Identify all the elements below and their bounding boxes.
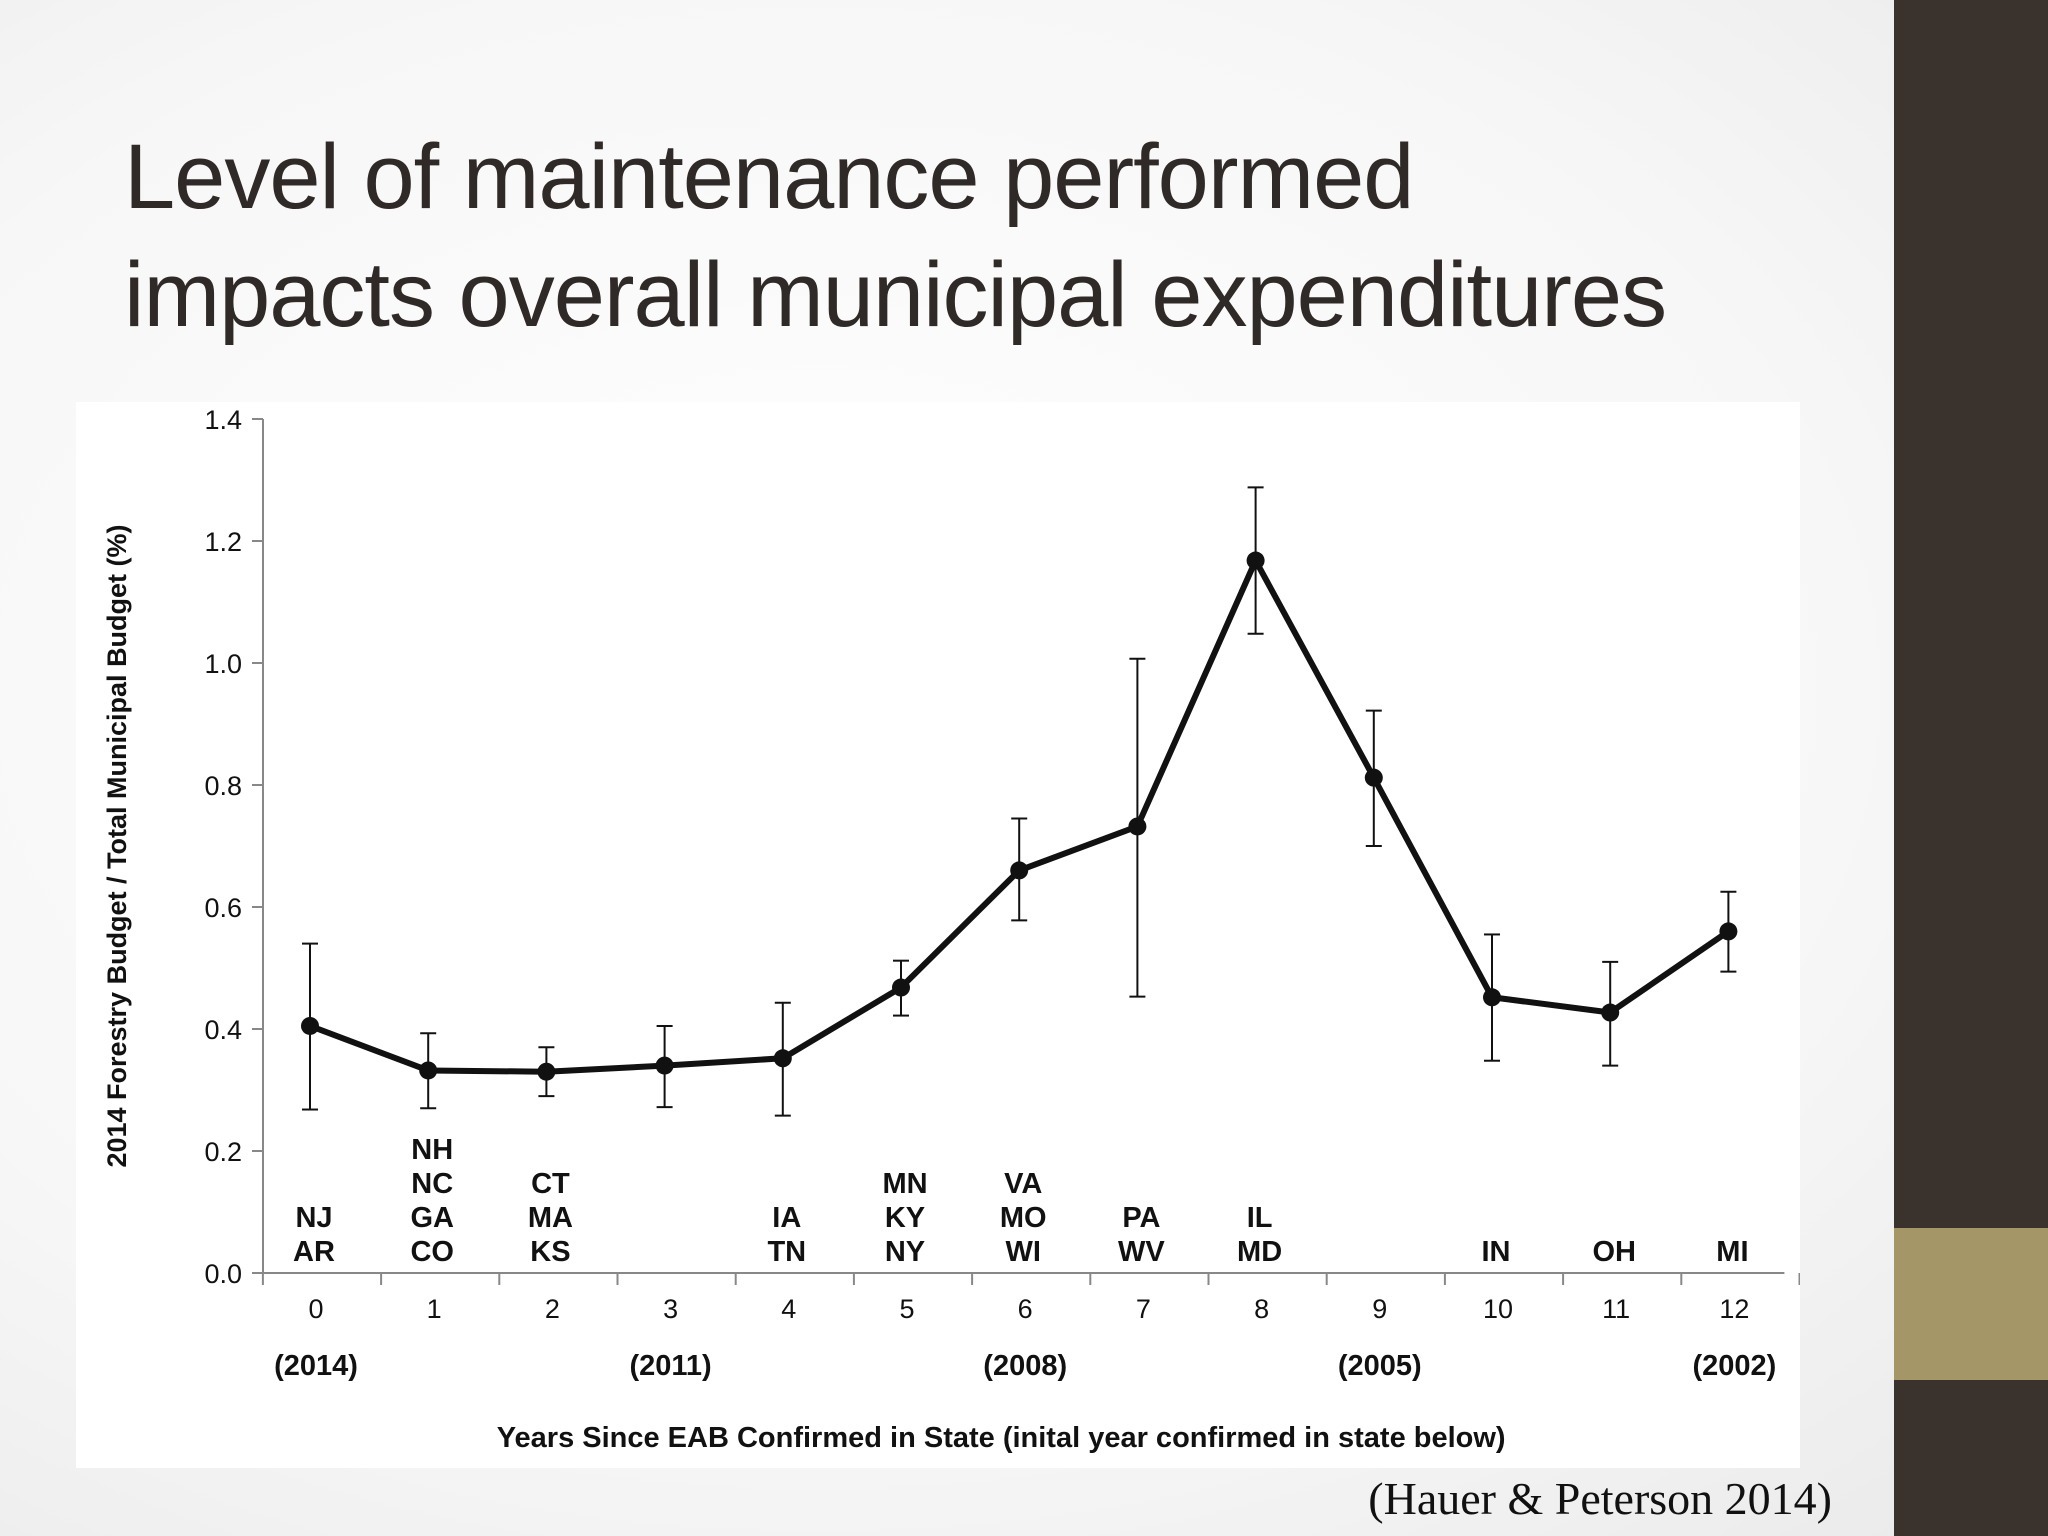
y-tick-label: 0.6: [204, 893, 242, 923]
state-label: MO: [1000, 1202, 1047, 1234]
data-point: [892, 978, 910, 997]
state-label: NC: [411, 1168, 453, 1200]
data-point: [419, 1061, 438, 1080]
state-label: IL: [1247, 1202, 1273, 1234]
x-tick-label: 0: [308, 1294, 323, 1324]
data-point: [1128, 817, 1147, 836]
state-label: KS: [530, 1236, 570, 1268]
state-label: KY: [885, 1202, 925, 1234]
x-tick-label: 2: [545, 1294, 560, 1324]
chart-panel: 0.0 0.2 0.4 0.6 0.8 1.0 1.2 1.4 0 1 2 3 4 5 6 7 8 9 10 11 12…: [76, 402, 1801, 1468]
slide-title-line-1: Level of maintenance performed: [124, 126, 1414, 228]
data-point: [1010, 861, 1029, 880]
y-axis-title: 2014 Forestry Budget / Total Municipal B…: [102, 524, 132, 1167]
data-point: [1719, 922, 1738, 941]
state-label: NY: [885, 1236, 925, 1268]
x-tick-label: 12: [1719, 1294, 1749, 1324]
x-tick-label: 4: [781, 1294, 796, 1324]
state-label: WI: [1005, 1236, 1040, 1268]
state-label: MA: [528, 1202, 573, 1234]
citation: (Hauer & Peterson 2014): [1368, 1473, 1832, 1524]
state-label: CO: [410, 1236, 454, 1268]
x-tick-label: 10: [1483, 1294, 1513, 1324]
year-label: (2011): [629, 1350, 711, 1382]
year-label: (2014): [274, 1350, 358, 1382]
state-label: GA: [410, 1202, 454, 1234]
slide-title-line-2: impacts overall municipal expenditures: [124, 244, 1667, 346]
data-point: [1483, 988, 1501, 1007]
x-tick-label: 5: [899, 1294, 914, 1324]
slide-title: Level of maintenance performed impacts o…: [124, 118, 1864, 354]
y-tick-label: 1.2: [204, 527, 242, 557]
state-label: OH: [1592, 1236, 1636, 1268]
x-tick-label: 6: [1018, 1294, 1033, 1324]
state-label: IA: [772, 1202, 801, 1234]
data-point: [1364, 768, 1383, 787]
data-point: [1246, 551, 1265, 570]
y-tick-label: 0.2: [204, 1137, 242, 1167]
y-tick-label: 0.4: [204, 1015, 242, 1045]
year-label: (2002): [1692, 1350, 1776, 1382]
data-point: [773, 1049, 792, 1068]
state-label: MN: [882, 1168, 927, 1200]
line-chart: 0.00.20.40.60.81.01.21.40 1 2 3 4 5 6 7 8 9 10 11 12…: [102, 405, 1801, 1454]
data-point: [537, 1062, 556, 1081]
state-label: PA: [1122, 1202, 1160, 1234]
data-point: [301, 1016, 319, 1035]
state-label: MI: [1716, 1236, 1748, 1268]
year-label: (2008): [983, 1350, 1067, 1382]
state-label: MD: [1237, 1236, 1282, 1268]
state-label: IN: [1482, 1236, 1511, 1268]
x-tick-label: 9: [1372, 1294, 1387, 1324]
x-tick-label: 8: [1254, 1294, 1269, 1324]
y-tick-label: 0.0: [204, 1259, 242, 1289]
state-label: NJ: [295, 1202, 332, 1234]
data-point: [655, 1056, 674, 1075]
state-label: CT: [531, 1168, 570, 1200]
x-tick-label: 11: [1602, 1294, 1630, 1324]
y-tick-label: 1.0: [204, 649, 242, 679]
data-point: [1601, 1003, 1620, 1022]
state-label: NH: [411, 1134, 453, 1166]
series-line: [308, 557, 1731, 1075]
x-axis-title: Years Since EAB Confirmed in State (init…: [497, 1422, 1506, 1454]
x-tick-label: 7: [1136, 1294, 1151, 1324]
year-label: (2005): [1338, 1350, 1422, 1382]
sidebar-decoration: [1894, 0, 2048, 1536]
x-tick-label: 3: [663, 1294, 678, 1324]
y-tick-label: 1.4: [204, 405, 242, 435]
sidebar-accent-block: [1894, 1228, 2048, 1380]
state-label: WV: [1118, 1236, 1165, 1268]
state-label: VA: [1004, 1168, 1042, 1200]
state-label: TN: [767, 1236, 806, 1268]
y-tick-label: 0.8: [204, 771, 242, 801]
x-tick-label: 1: [427, 1294, 442, 1324]
state-label: AR: [293, 1236, 335, 1268]
